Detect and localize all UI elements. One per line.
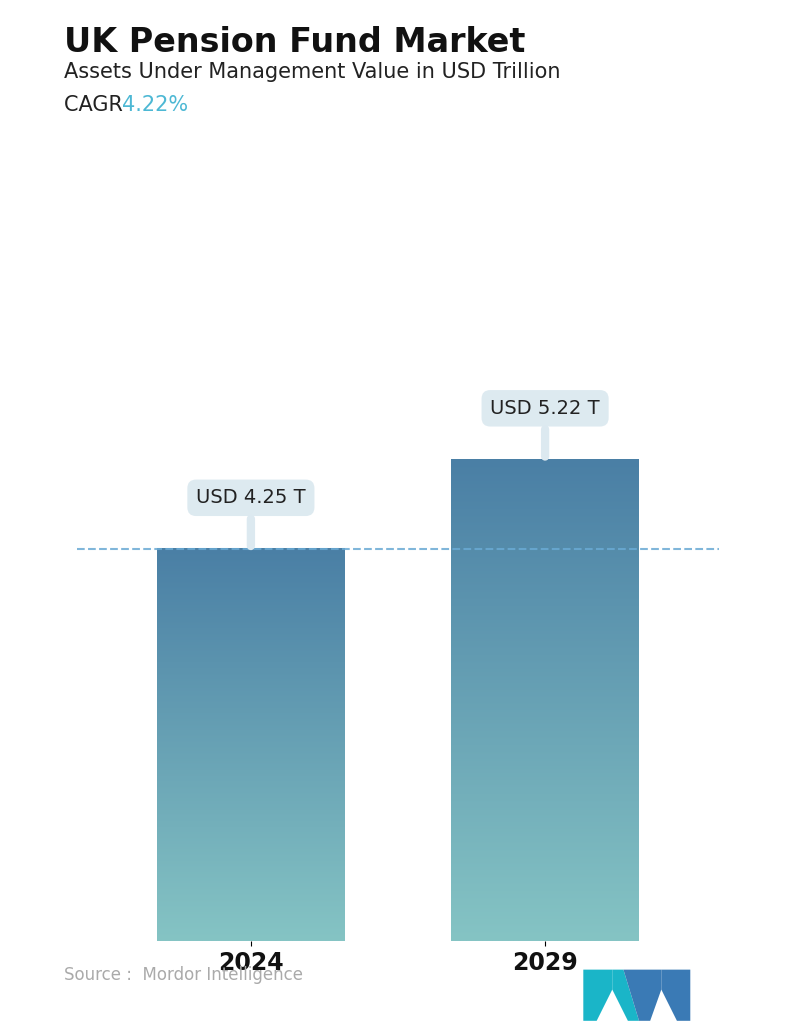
Polygon shape: [583, 970, 612, 1021]
Text: 4.22%: 4.22%: [122, 95, 188, 115]
Polygon shape: [623, 970, 661, 1021]
Text: CAGR: CAGR: [64, 95, 129, 115]
Text: USD 5.22 T: USD 5.22 T: [490, 399, 600, 457]
Polygon shape: [661, 970, 690, 1021]
Text: Assets Under Management Value in USD Trillion: Assets Under Management Value in USD Tri…: [64, 62, 560, 82]
Polygon shape: [612, 970, 639, 1021]
Text: USD 4.25 T: USD 4.25 T: [196, 488, 306, 546]
Text: Source :  Mordor Intelligence: Source : Mordor Intelligence: [64, 967, 302, 984]
Text: UK Pension Fund Market: UK Pension Fund Market: [64, 26, 525, 59]
